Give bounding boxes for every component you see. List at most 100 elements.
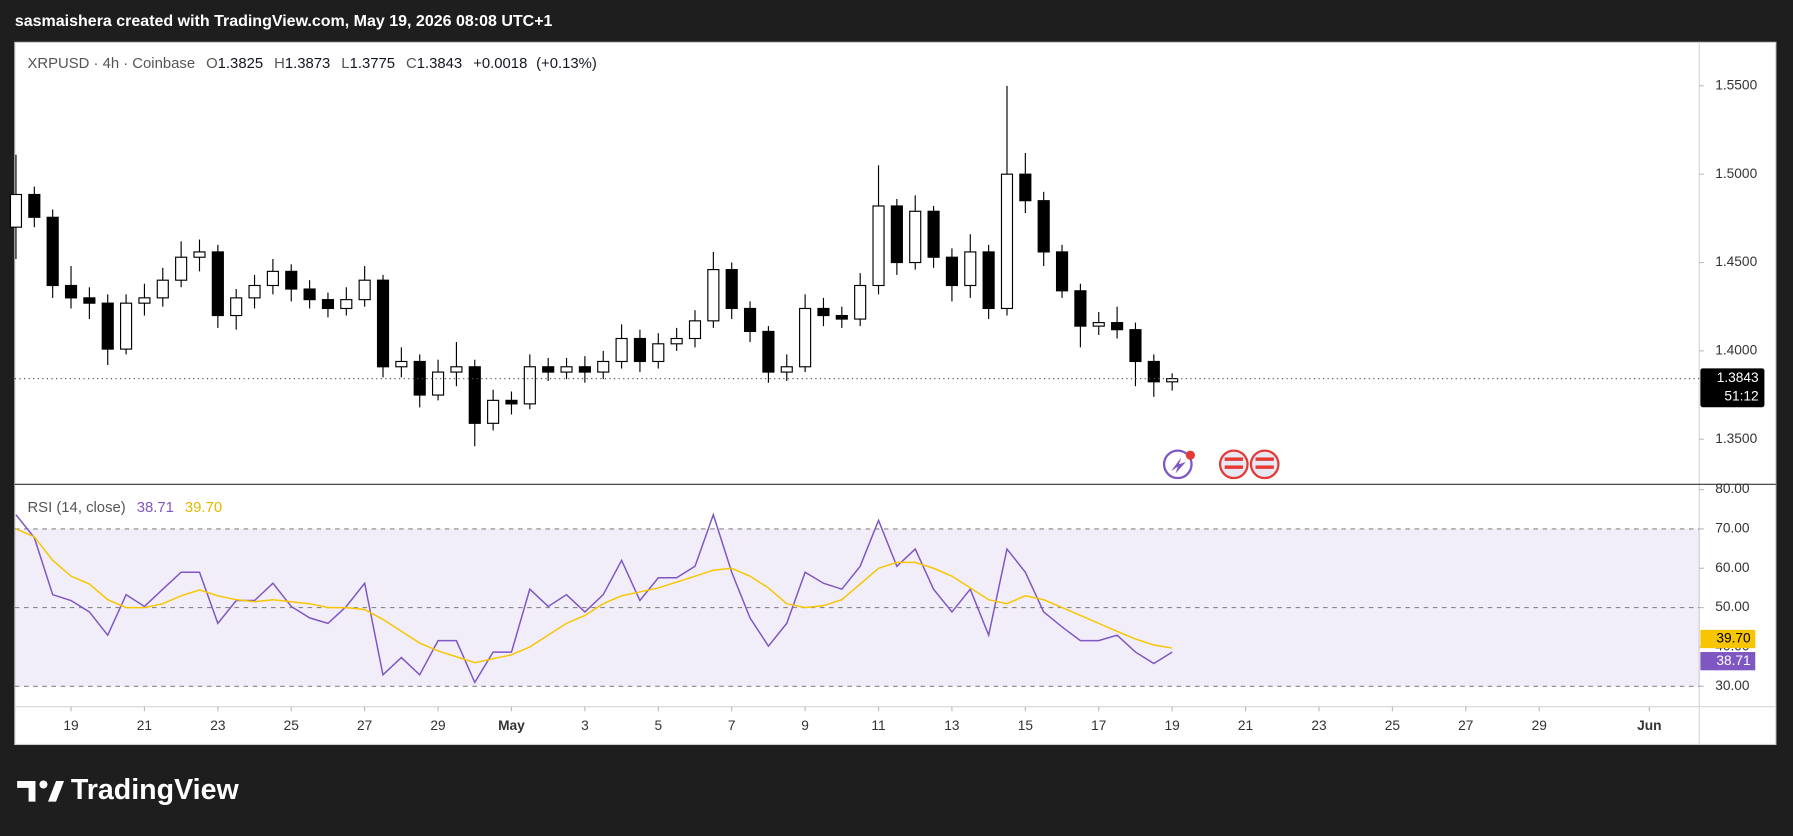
x-tick-label: 17	[1091, 718, 1106, 733]
candle-body	[266, 270, 279, 287]
x-tick-label: 5	[654, 718, 662, 733]
candle-body	[799, 307, 812, 368]
y-tick-label: 50.00	[1715, 599, 1750, 614]
value-tag-label: 39.70	[1716, 631, 1751, 646]
logo-shape	[17, 781, 36, 802]
x-tick-label: 27	[357, 718, 372, 733]
x-tick-label: 23	[1311, 718, 1327, 733]
candle-body	[101, 302, 114, 350]
candle-body	[395, 360, 408, 368]
ohlc-value: 1.3843	[417, 56, 462, 72]
x-tick-label: 3	[581, 718, 589, 733]
candle-body	[633, 337, 647, 363]
value-tag	[1700, 652, 1756, 671]
x-tick-label: 11	[871, 718, 885, 733]
candle-body	[193, 251, 206, 258]
candle-body	[156, 279, 169, 299]
x-tick-label: 21	[1238, 718, 1253, 733]
candle-body	[597, 360, 610, 373]
candle-body	[1147, 360, 1160, 383]
candle-body	[175, 256, 188, 281]
event-dot	[1185, 450, 1195, 460]
candle-body	[1092, 322, 1105, 327]
price-tag-value: 1.3843	[1717, 370, 1759, 385]
x-tick-label: Jun	[1637, 718, 1661, 733]
candle-body	[652, 343, 665, 363]
candle-body	[9, 193, 23, 228]
candle-body	[835, 314, 848, 320]
value-tag	[1700, 629, 1756, 649]
event-icons	[1162, 449, 1280, 480]
x-tick-label: 29	[430, 718, 445, 733]
value-tag-label: 38.71	[1716, 653, 1750, 668]
candle-body	[46, 216, 59, 287]
candle-body	[890, 205, 903, 264]
candle-body	[854, 284, 867, 320]
candle-body	[450, 366, 463, 373]
candle-body	[945, 256, 959, 287]
candle-body	[927, 210, 940, 258]
candle-body	[1019, 173, 1032, 202]
x-tick-label: 25	[284, 718, 300, 733]
ohlc-value: 1.3825	[218, 56, 263, 72]
candle-body	[707, 269, 720, 322]
candle-body	[376, 279, 390, 368]
candle-body	[743, 307, 757, 333]
ohlc-label: C	[406, 56, 417, 72]
candle-body	[248, 284, 261, 299]
x-tick-label: 21	[137, 718, 152, 733]
countdown: 51:12	[1724, 389, 1758, 404]
rsi-ma-value: 39.70	[185, 500, 222, 516]
candle-body	[560, 366, 573, 373]
flag-stripe	[1255, 457, 1274, 461]
plot-layer: 1.3500 1.4000 1.4500 1.5000 1.5500 19 21 23 25 27…	[9, 77, 1765, 733]
rsi-value: 38.71	[137, 500, 174, 516]
x-tick-label: 25	[1385, 718, 1401, 733]
ohlc-label: O	[206, 56, 218, 72]
candle-body	[578, 366, 591, 373]
candle-body	[1055, 251, 1069, 292]
candle-body	[1000, 173, 1014, 310]
legend: XRPUSD · 4h · Coinbase O1.3825 H1.3873 L…	[27, 56, 596, 72]
candle-body	[762, 330, 775, 373]
candle-body	[670, 337, 683, 345]
event-icon[interactable]	[1249, 449, 1280, 480]
candle-body	[431, 371, 445, 396]
rsi-line	[15, 512, 1173, 684]
x-tick-label: 7	[728, 718, 736, 733]
watermark: sasmaishera created with TradingView.com…	[15, 13, 553, 30]
candle-body	[358, 279, 371, 301]
x-tick-label: 23	[210, 718, 226, 733]
y-tick-label: 1.4000	[1715, 342, 1757, 357]
candle-body	[28, 193, 41, 218]
event-icon[interactable]	[1218, 449, 1249, 480]
candle-body	[230, 297, 243, 317]
candle-body	[1111, 322, 1124, 331]
y-tick-label: 70.00	[1715, 521, 1750, 536]
y-tick-label: 1.3500	[1715, 431, 1757, 446]
x-tick-label: 29	[1532, 718, 1547, 733]
brand-logo: TradingView	[17, 774, 239, 806]
logo-shape	[48, 781, 65, 802]
candle-body	[468, 366, 481, 424]
candle-body	[523, 366, 536, 405]
candle-body	[688, 320, 702, 340]
candle-body	[780, 366, 793, 373]
candle-body	[120, 302, 133, 350]
symbol: XRPUSD · 4h · Coinbase	[27, 56, 195, 72]
change-pct: (+0.13%)	[536, 56, 597, 72]
event-bolt	[1170, 457, 1186, 474]
y-tick-label: 60.00	[1715, 560, 1750, 575]
y-tick-label: 1.5500	[1715, 77, 1757, 92]
candle-body	[817, 307, 830, 317]
candle-body	[964, 251, 977, 287]
candle-body	[413, 360, 426, 396]
rsi-ma-line	[15, 528, 1173, 664]
price-tag	[1700, 368, 1765, 408]
candle-body	[505, 399, 518, 405]
rsi-title: RSI (14, close)	[27, 500, 125, 516]
candle-body	[909, 210, 922, 264]
x-tick-label: 19	[63, 718, 78, 733]
